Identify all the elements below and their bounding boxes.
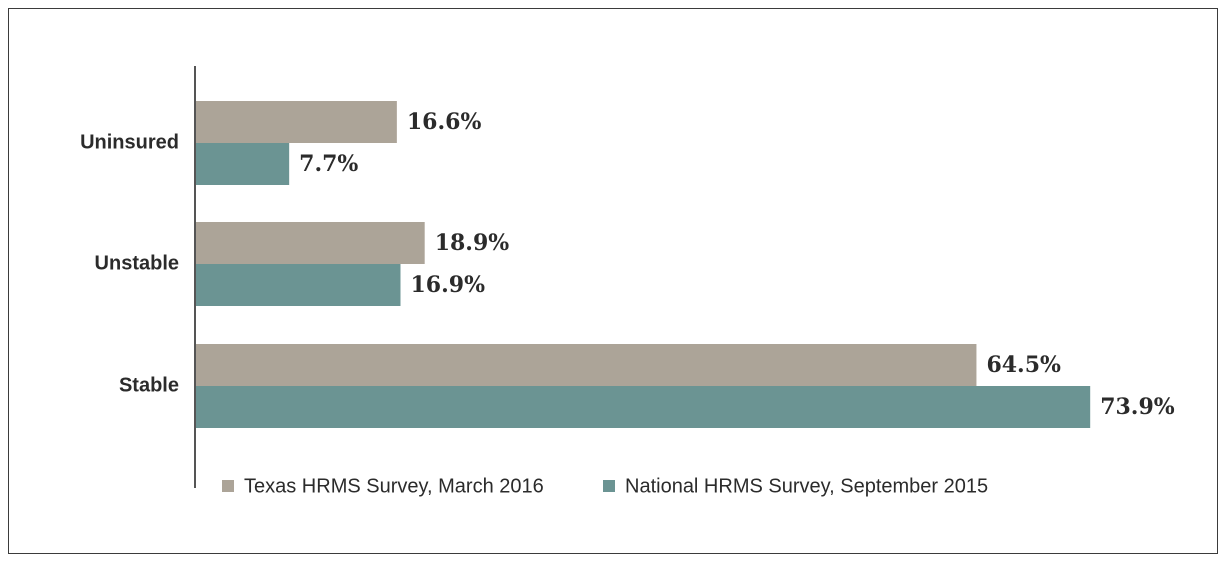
bar-stable-series-2 (196, 386, 1091, 428)
value-label-unstable-series-1: 18.9% (435, 230, 510, 256)
value-label-uninsured-series-1: 16.6% (407, 109, 482, 135)
value-label-stable-series-2: 73.9% (1100, 394, 1175, 420)
legend: Texas HRMS Survey, March 2016 National HR… (222, 475, 988, 497)
bar-stable-series-1 (196, 344, 977, 386)
category-label-uninsured: Uninsured (80, 131, 179, 153)
category-label-stable: Stable (119, 374, 179, 396)
bar-unstable-series-2 (196, 264, 401, 306)
value-label-uninsured-series-2: 7.7% (299, 151, 358, 177)
legend-swatch-series-2 (603, 480, 615, 492)
bar-uninsured-series-2 (196, 143, 290, 185)
legend-label-series-2: National HRMS Survey, September 2015 (625, 475, 988, 497)
category-labels: Uninsured Unstable Stable (80, 131, 179, 396)
value-label-unstable-series-2: 16.9% (410, 272, 485, 298)
value-label-stable-series-1: 64.5% (986, 352, 1061, 378)
value-labels: 16.6% 7.7% 18.9% 16.9% 64.5% 73.9% (299, 109, 1175, 420)
bar-uninsured-series-1 (196, 101, 397, 143)
bars-group (196, 101, 1091, 428)
bar-unstable-series-1 (196, 222, 425, 264)
category-label-unstable: Unstable (95, 252, 179, 274)
legend-label-series-1: Texas HRMS Survey, March 2016 (244, 475, 544, 497)
legend-swatch-series-1 (222, 480, 234, 492)
